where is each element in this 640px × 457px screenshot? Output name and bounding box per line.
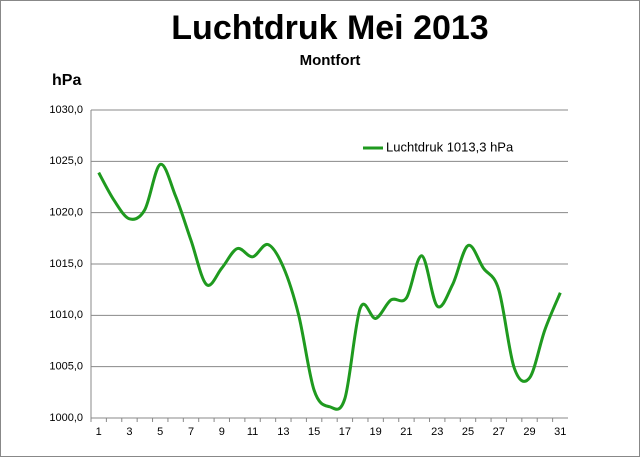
x-tick-label: 21 — [400, 426, 412, 438]
x-tick-label: 17 — [339, 426, 351, 438]
data-line — [97, 162, 562, 411]
chart-title: Luchtdruk Mei 2013 — [171, 9, 488, 47]
x-tick-label: 19 — [370, 426, 382, 438]
x-tick-label: 23 — [431, 426, 443, 438]
x-tick-label: 13 — [277, 426, 289, 438]
y-tick-label: 1015,0 — [49, 258, 83, 270]
y-tick-label: 1025,0 — [49, 155, 83, 167]
y-tick-label: 1000,0 — [49, 412, 83, 424]
legend-label: Luchtdruk 1013,3 hPa — [386, 139, 514, 154]
x-tick-label: 1 — [96, 426, 102, 438]
chart-subtitle: Montfort — [300, 52, 361, 69]
x-tick-label: 27 — [493, 426, 505, 438]
x-tick-label: 9 — [219, 426, 225, 438]
x-tick-label: 25 — [462, 426, 474, 438]
x-tick-label: 7 — [188, 426, 194, 438]
y-tick-label: 1030,0 — [49, 104, 83, 116]
y-axis-label: hPa — [52, 72, 81, 89]
x-tick-label: 15 — [308, 426, 320, 438]
x-tick-label: 3 — [126, 426, 132, 438]
x-tick-label: 5 — [157, 426, 163, 438]
y-tick-label: 1005,0 — [49, 361, 83, 373]
y-tick-label: 1020,0 — [49, 207, 83, 219]
x-tick-label: 29 — [523, 426, 535, 438]
x-tick-label: 31 — [554, 426, 566, 438]
y-tick-label: 1010,0 — [49, 309, 83, 321]
x-tick-label: 11 — [247, 426, 258, 438]
